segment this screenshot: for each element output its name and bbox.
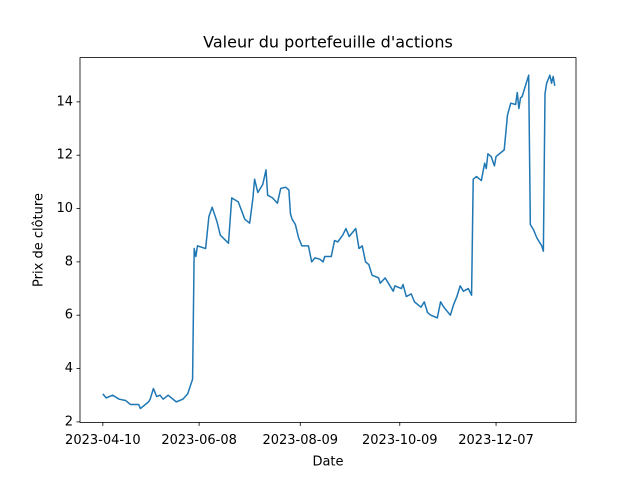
- y-tick-label: 6: [65, 308, 73, 323]
- y-tick-label: 10: [56, 201, 73, 216]
- data-line: [102, 74, 556, 410]
- x-axis-label: Date: [312, 455, 343, 470]
- x-tick-label: 2023-12-07: [458, 433, 534, 448]
- axes-frame: [79, 57, 577, 423]
- chart-title: Valeur du portefeuille d'actions: [203, 33, 453, 52]
- y-tick-label: 4: [65, 361, 73, 376]
- y-tick-label: 2: [65, 414, 73, 429]
- y-tick-label: 14: [56, 94, 73, 109]
- y-tick-label: 8: [65, 254, 73, 269]
- y-axis-label: Prix de clôture: [32, 193, 47, 287]
- x-tick-label: 2023-06-08: [161, 433, 237, 448]
- x-tick-label: 2023-04-10: [65, 433, 141, 448]
- x-tick-label: 2023-10-09: [362, 433, 438, 448]
- x-tick-label: 2023-08-09: [262, 433, 338, 448]
- y-tick-label: 12: [56, 148, 73, 163]
